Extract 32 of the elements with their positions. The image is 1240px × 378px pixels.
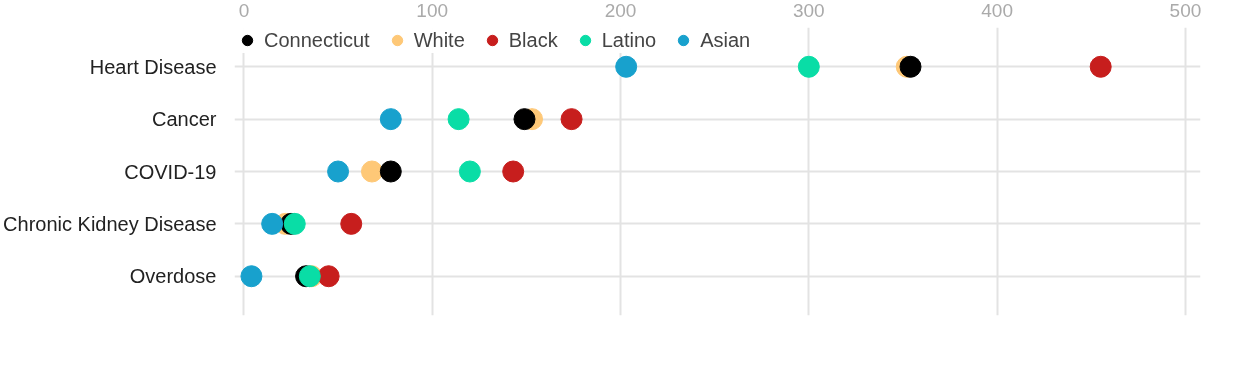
legend-label: Asian: [700, 28, 751, 52]
point: [327, 160, 350, 183]
point: [447, 108, 470, 131]
point: [458, 160, 481, 183]
point: [615, 55, 638, 78]
point: [513, 108, 536, 131]
point: [502, 160, 525, 183]
y-tick-label: Cancer: [152, 108, 217, 131]
point: [317, 265, 340, 288]
point: [379, 160, 402, 183]
x-tick-label: 100: [416, 0, 449, 21]
point: [560, 108, 583, 131]
legend-label: Connecticut: [264, 28, 370, 52]
y-tick-label: Chronic Kidney Disease: [3, 212, 217, 235]
x-tick-label: 400: [981, 0, 1013, 21]
legend-label: Black: [508, 28, 558, 52]
y-tick-label: Heart Disease: [89, 55, 217, 78]
point: [340, 212, 363, 235]
y-tick-label: COVID-19: [124, 160, 217, 183]
x-tick-label: 200: [604, 0, 637, 21]
point: [240, 265, 263, 288]
point: [1089, 55, 1112, 78]
legend-label: White: [413, 28, 465, 52]
point: [797, 55, 820, 78]
point: [379, 108, 402, 131]
point: [360, 160, 383, 183]
legend-label: Latino: [601, 28, 657, 52]
x-tick-label: 500: [1169, 0, 1202, 21]
y-tick-label: Overdose: [129, 265, 217, 288]
x-tick-label: 0: [238, 0, 250, 21]
point: [261, 212, 284, 235]
x-tick-label: 300: [792, 0, 825, 21]
